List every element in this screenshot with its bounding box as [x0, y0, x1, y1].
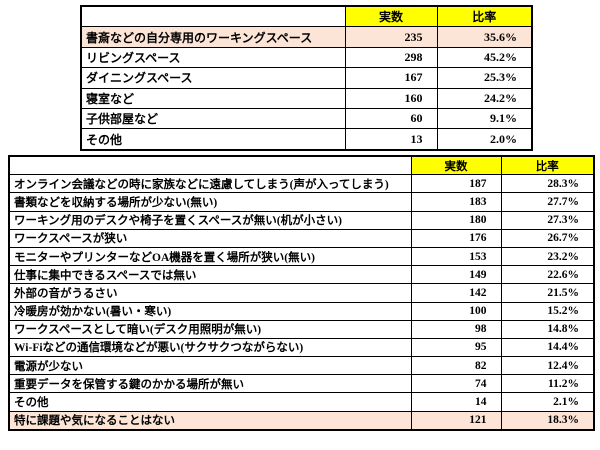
row-label: その他 [80, 128, 346, 151]
row-ratio: 11.2% [500, 374, 595, 394]
row-ratio: 14.8% [500, 319, 595, 339]
table-row: その他 14 2.1% [8, 392, 595, 412]
table-row: ワークスペースが狭い 176 26.7% [8, 228, 595, 248]
table1-corner-cell [80, 5, 346, 28]
table-row: 電源が少ない 82 12.4% [8, 356, 595, 376]
row-count: 183 [410, 192, 502, 212]
row-label: その他 [8, 392, 412, 412]
row-count: 176 [410, 228, 502, 248]
row-ratio: 14.4% [500, 337, 595, 358]
table-row: ダイニングスペース 167 25.3% [80, 67, 533, 89]
row-label: 仕事に集中できるスペースでは無い [8, 265, 412, 285]
table1-header-count: 実数 [344, 5, 438, 28]
table-row: ワーキング用のデスクや椅子を置くスペースが無い(机が小さい) 180 27.3% [8, 210, 595, 230]
table1-header-row: 実数 比率 [80, 5, 533, 28]
row-ratio: 27.3% [500, 210, 595, 230]
row-count: 187 [410, 174, 502, 194]
row-count: 14 [410, 392, 502, 412]
table2-header-count: 実数 [410, 155, 502, 176]
row-ratio: 22.6% [500, 265, 595, 285]
row-label: リビングスペース [80, 46, 346, 69]
row-ratio: 24.2% [436, 87, 533, 109]
table-row: オンライン会議などの時に家族などに遠慮してしまう(声が入ってしまう) 187 28.… [8, 174, 595, 194]
row-ratio: 21.5% [500, 283, 595, 303]
row-ratio: 9.1% [436, 107, 533, 130]
row-count: 13 [344, 128, 438, 151]
table1-header-ratio: 比率 [436, 5, 533, 28]
table-row: 特に課題や気になることはない 121 18.3% [8, 410, 595, 431]
row-ratio: 28.3% [500, 174, 595, 194]
table2-corner-cell [8, 155, 412, 176]
row-label: 子供部屋など [80, 107, 346, 130]
row-ratio: 15.2% [500, 301, 595, 321]
row-count: 95 [410, 337, 502, 358]
workspace-issues-table: 実数 比率 オンライン会議などの時に家族などに遠慮してしまう(声が入ってしまう)… [8, 155, 595, 431]
table-row: 書類などを収納する場所が少ない(無い) 183 27.7% [8, 192, 595, 212]
row-label: 外部の音がうるさい [8, 283, 412, 303]
row-count: 235 [344, 26, 438, 48]
row-ratio: 25.3% [436, 67, 533, 89]
row-ratio: 2.1% [500, 392, 595, 412]
row-count: 100 [410, 301, 502, 321]
table2-header-row: 実数 比率 [8, 155, 595, 176]
table-row: 冷暖房が効かない(暑い・寒い) 100 15.2% [8, 301, 595, 321]
row-count: 142 [410, 283, 502, 303]
row-label: 電源が少ない [8, 356, 412, 376]
row-count: 149 [410, 265, 502, 285]
row-count: 160 [344, 87, 438, 109]
row-label: ワークスペースが狭い [8, 228, 412, 248]
row-ratio: 12.4% [500, 356, 595, 376]
row-count: 98 [410, 319, 502, 339]
row-label: 特に課題や気になることはない [8, 410, 412, 431]
table2-header-ratio: 比率 [500, 155, 595, 176]
row-count: 60 [344, 107, 438, 130]
row-count: 121 [410, 410, 502, 431]
row-label: ダイニングスペース [80, 67, 346, 89]
table-row: 重要データを保管する鍵のかかる場所が無い 74 11.2% [8, 374, 595, 394]
table-row: その他 13 2.0% [80, 128, 533, 151]
row-label: 寝室など [80, 87, 346, 109]
table-row: 書斎などの自分専用のワーキングスペース 235 35.6% [80, 26, 533, 48]
workspace-location-table: 実数 比率 書斎などの自分専用のワーキングスペース 235 35.6% リビングスペー… [80, 5, 533, 151]
row-label: オンライン会議などの時に家族などに遠慮してしまう(声が入ってしまう) [8, 174, 412, 194]
table-row: 寝室など 160 24.2% [80, 87, 533, 109]
row-label: 重要データを保管する鍵のかかる場所が無い [8, 374, 412, 394]
row-count: 167 [344, 67, 438, 89]
table-row: モニターやプリンターなどOA機器を置く場所が狭い(無い) 153 23.2% [8, 246, 595, 267]
row-label: Wi-Fiなどの通信環境などが悪い(サクサクつながらない) [8, 337, 412, 358]
row-ratio: 26.7% [500, 228, 595, 248]
row-ratio: 18.3% [500, 410, 595, 431]
row-label: 書類などを収納する場所が少ない(無い) [8, 192, 412, 212]
row-label: モニターやプリンターなどOA機器を置く場所が狭い(無い) [8, 246, 412, 267]
row-count: 180 [410, 210, 502, 230]
row-count: 82 [410, 356, 502, 376]
row-ratio: 2.0% [436, 128, 533, 151]
row-count: 153 [410, 246, 502, 267]
row-label: 冷暖房が効かない(暑い・寒い) [8, 301, 412, 321]
row-ratio: 23.2% [500, 246, 595, 267]
table-row: Wi-Fiなどの通信環境などが悪い(サクサクつながらない) 95 14.4% [8, 337, 595, 358]
table-row: リビングスペース 298 45.2% [80, 46, 533, 69]
row-count: 74 [410, 374, 502, 394]
table-row: ワークスペースとして暗い(デスク用照明が無い) 98 14.8% [8, 319, 595, 339]
row-label: ワークスペースとして暗い(デスク用照明が無い) [8, 319, 412, 339]
row-label: ワーキング用のデスクや椅子を置くスペースが無い(机が小さい) [8, 210, 412, 230]
row-label: 書斎などの自分専用のワーキングスペース [80, 26, 346, 48]
row-count: 298 [344, 46, 438, 69]
row-ratio: 27.7% [500, 192, 595, 212]
table-row: 仕事に集中できるスペースでは無い 149 22.6% [8, 265, 595, 285]
table-row: 外部の音がうるさい 142 21.5% [8, 283, 595, 303]
row-ratio: 35.6% [436, 26, 533, 48]
table-row: 子供部屋など 60 9.1% [80, 107, 533, 130]
row-ratio: 45.2% [436, 46, 533, 69]
